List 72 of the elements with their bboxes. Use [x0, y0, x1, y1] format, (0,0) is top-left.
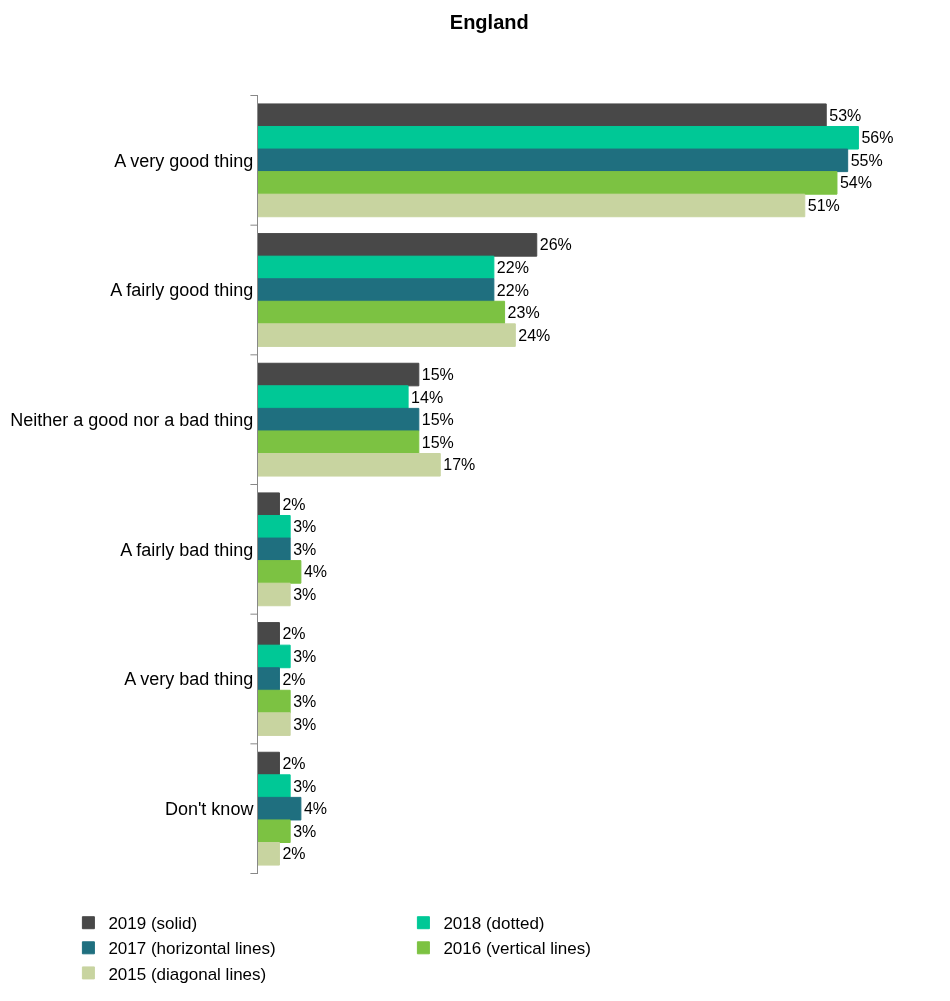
bar — [258, 430, 420, 455]
bar — [258, 103, 827, 127]
data-label: 24% — [518, 326, 551, 344]
bar — [258, 796, 302, 821]
data-label: 53% — [829, 106, 862, 124]
bar — [258, 582, 291, 607]
data-label: 54% — [839, 174, 872, 192]
data-label: 15% — [421, 366, 454, 384]
bar — [258, 644, 291, 669]
data-label: 2% — [282, 845, 306, 863]
legend-label: 2018 (dotted) — [443, 914, 545, 934]
bar — [258, 278, 495, 302]
bar — [258, 362, 420, 387]
legend-label: 2015 (diagonal lines) — [108, 964, 267, 984]
bar — [258, 323, 516, 347]
data-label: 17% — [443, 456, 476, 474]
y-tick-label: A very good thing — [114, 150, 254, 171]
bar — [258, 514, 291, 539]
bar — [258, 492, 280, 516]
data-label: 22% — [496, 281, 529, 299]
bar — [258, 148, 849, 173]
data-label: 2% — [282, 495, 306, 513]
data-label: 26% — [539, 236, 572, 254]
legend-label: 2017 (horizontal lines) — [108, 939, 276, 959]
bar — [258, 751, 280, 776]
data-label: 3% — [293, 693, 317, 711]
bar — [258, 842, 280, 866]
bar — [258, 689, 291, 714]
bar — [258, 193, 806, 218]
bar — [258, 622, 280, 646]
data-label: 4% — [303, 800, 328, 818]
data-label: 3% — [293, 585, 317, 603]
data-label: 3% — [293, 540, 317, 558]
y-tick-label: Don't know — [164, 798, 255, 819]
bar — [258, 667, 280, 691]
y-tick-label: Neither a good nor a bad thing — [10, 409, 254, 430]
bar — [258, 712, 291, 736]
data-label: 56% — [861, 129, 894, 147]
data-label: 51% — [807, 196, 840, 214]
bar — [258, 407, 420, 432]
chart-title: England — [449, 11, 529, 34]
data-label: 15% — [421, 411, 454, 429]
data-label: 4% — [303, 563, 328, 581]
bar — [258, 774, 291, 798]
bar — [258, 453, 441, 477]
bar — [258, 171, 838, 195]
legend-label: 2019 (solid) — [108, 914, 198, 934]
bar — [258, 819, 291, 844]
data-label: 23% — [507, 304, 540, 322]
y-tick-label: A fairly good thing — [110, 280, 254, 301]
data-label: 55% — [850, 151, 883, 169]
data-label: 3% — [293, 822, 317, 840]
bar — [258, 385, 409, 409]
bar — [258, 537, 291, 562]
data-label: 3% — [293, 647, 317, 665]
data-label: 14% — [411, 388, 444, 406]
bar — [258, 560, 302, 584]
data-label: 2% — [282, 670, 306, 688]
legend-label: 2016 (vertical lines) — [443, 939, 591, 959]
data-label: 3% — [293, 518, 317, 536]
data-label: 15% — [421, 433, 454, 451]
data-label: 22% — [496, 258, 529, 276]
data-label: 3% — [293, 777, 317, 795]
data-label: 2% — [282, 625, 306, 643]
y-tick-label: A fairly bad thing — [120, 539, 254, 560]
bar — [258, 125, 859, 150]
data-label: 2% — [282, 755, 306, 773]
bar — [258, 233, 538, 257]
bar — [258, 255, 495, 280]
bar — [258, 300, 506, 325]
data-label: 3% — [293, 715, 317, 733]
y-tick-label: A very bad thing — [124, 669, 254, 690]
